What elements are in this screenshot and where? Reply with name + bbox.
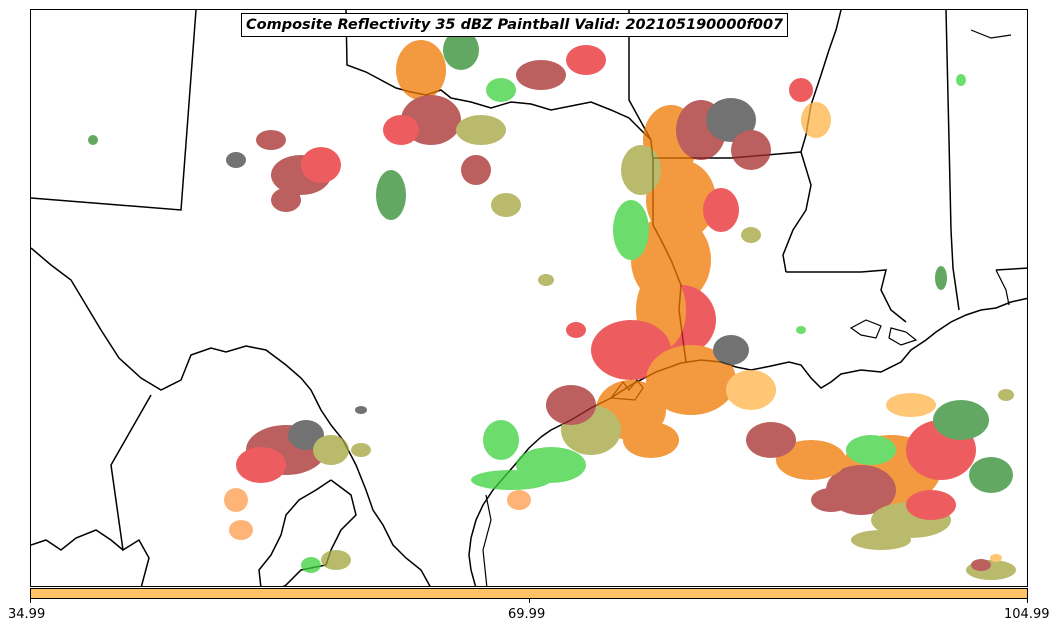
mississippi-river [782, 10, 842, 273]
mobile-bay [970, 29, 1012, 306]
texas-border [31, 247, 431, 586]
mexico-state-line-3 [282, 479, 357, 586]
colorbar-tick-1 [529, 598, 530, 603]
red-river [345, 10, 652, 141]
mexico-state-line-2 [31, 529, 124, 551]
reflectivity-blobs [88, 30, 1016, 580]
colorbar-tick-2 [1027, 598, 1028, 603]
colorbar-tick-0 [30, 598, 31, 603]
mexico-state-line-4 [258, 479, 332, 586]
colorbar-tick-label-0: 34.99 [8, 607, 46, 622]
barrier-island [482, 494, 492, 586]
ms-al-border [945, 10, 960, 311]
mexico-state-line-1 [110, 394, 152, 586]
reflectivity-map [31, 10, 1027, 586]
colorbar-tick-label-2: 104.99 [1004, 607, 1050, 622]
map-title: Composite Reflectivity 35 dBZ Paintball … [241, 13, 789, 37]
colorbar-tick-label-1: 69.99 [508, 607, 546, 622]
louisiana-marsh [849, 319, 918, 346]
al-fl-line [995, 267, 1027, 271]
panhandle-border [31, 10, 197, 211]
ms-la-line [786, 269, 907, 323]
map-area [30, 9, 1028, 587]
